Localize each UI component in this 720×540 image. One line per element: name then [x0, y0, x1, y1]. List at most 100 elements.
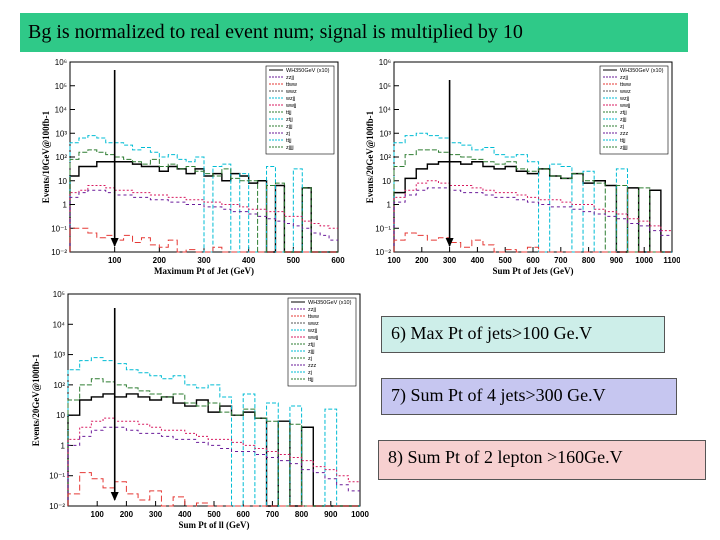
y-axis-label: Events/10GeV@100fb-1: [41, 110, 51, 203]
chart-max-pt-jet: 10⁻² 10⁻¹ 1 10 10² 10³ 10⁴ 10⁵ 10⁶ 100 200 300 400 50…: [40, 56, 345, 280]
x-tick-label: 100: [91, 510, 105, 519]
y-tick-label: 10⁶: [55, 58, 67, 67]
y-tick-label: 10⁵: [53, 290, 65, 299]
legend-entry: WH350GeV (x10): [620, 68, 664, 74]
y-tick-label: 10²: [55, 153, 67, 162]
legend-entry: wzjj: [307, 328, 317, 334]
y-tick-label: 10⁶: [379, 58, 391, 67]
legend-entry: zzz: [620, 131, 629, 137]
x-tick-label: 200: [415, 256, 429, 265]
cut-label-sum-pt-jets: 7) Sum Pt of 4 jets>300 Ge.V: [381, 378, 677, 415]
legend-entry: zzz: [308, 363, 317, 369]
banner-text: Bg is normalized to real event num; sign…: [28, 21, 523, 43]
y-tick-label: 10³: [53, 351, 65, 360]
cut-arrow-head: [445, 238, 454, 247]
legend-entry: zjjjj: [620, 145, 628, 151]
x-tick-label: 500: [499, 256, 513, 265]
cut-arrow-head: [110, 238, 119, 247]
chart-sum-pt-jets-svg: 10⁻² 10⁻¹ 1 10 10² 10³ 10⁴ 10⁵ 10⁶ 100 200 300 400 50…: [365, 58, 680, 276]
series-zjjj: [69, 135, 338, 253]
y-tick-label: 10⁵: [55, 82, 67, 91]
x-tick-label: 400: [471, 256, 485, 265]
legend-box: [265, 65, 335, 155]
legend-entry: wwz: [619, 89, 631, 95]
legend-entry: zjjj: [620, 117, 626, 123]
x-tick-label: 1000: [351, 510, 369, 519]
cut-label-max-pt-text: 6) Max Pt of jets>100 Ge.V: [391, 323, 593, 343]
y-tick-label: 10: [58, 177, 67, 186]
x-tick-label: 300: [149, 510, 163, 519]
x-tick-label: 200: [153, 256, 167, 265]
x-tick-label: 300: [443, 256, 457, 265]
y-tick-label: 10⁵: [379, 82, 391, 91]
y-axis-label: Events/20GeV@100fb-1: [365, 110, 375, 203]
legend-entry: wzjj: [285, 96, 295, 102]
legend-entry: ttww: [620, 82, 631, 88]
legend-entry: wwz: [285, 89, 297, 95]
cut-label-sum-pt-lepton-text: 8) Sum Pt of 2 lepton >160Ge.V: [388, 447, 623, 467]
x-axis-label: Maximum Pt of Jet (GeV): [154, 266, 254, 276]
title-banner: Bg is normalized to real event num; sign…: [20, 13, 688, 52]
legend-entry: ztjj: [308, 342, 315, 348]
series-wwjj: [67, 417, 360, 506]
x-tick-label: 700: [554, 256, 568, 265]
y-tick-label: 10²: [53, 381, 65, 390]
legend-entry: ztjj: [620, 110, 627, 116]
legend-entry: zzjj: [620, 75, 628, 81]
legend-entry: wwjj: [285, 103, 296, 109]
y-axis-label: Events/20GeV@100fb-1: [31, 353, 41, 446]
legend-entry: ttjj: [286, 110, 292, 116]
y-tick-label: 10⁴: [379, 106, 392, 115]
x-tick-label: 800: [582, 256, 596, 265]
x-tick-label: 500: [287, 256, 301, 265]
legend-entry: wwjj: [619, 103, 630, 109]
y-tick-label: 10⁻¹: [375, 224, 391, 233]
legend-entry: ttww: [286, 82, 297, 88]
series-wwjj: [69, 185, 338, 252]
legend-entry: wwjj: [307, 335, 318, 341]
legend-entry: WH350GeV (x10): [308, 300, 352, 306]
y-tick-label: 10³: [55, 129, 67, 138]
legend-entry: zj: [286, 131, 290, 137]
legend-entry: zj: [620, 124, 624, 130]
y-tick-label: 10: [382, 177, 391, 186]
cut-arrow-head: [110, 492, 119, 501]
chart-sum-pt-ll: 10⁻² 10⁻¹ 1 10 10² 10³ 10⁴ 10⁵ 100 200 300 400 500 60…: [30, 288, 370, 534]
cut-label-max-pt: 6) Max Pt of jets>100 Ge.V: [381, 316, 665, 353]
legend-entry: zj: [308, 356, 312, 362]
y-tick-label: 10²: [379, 153, 391, 162]
x-tick-label: 800: [295, 510, 309, 519]
y-tick-label: 10⁻²: [375, 248, 391, 257]
y-tick-label: 10⁴: [55, 106, 68, 115]
x-tick-label: 500: [207, 510, 221, 519]
x-tick-label: 400: [178, 510, 192, 519]
y-tick-label: 10⁻¹: [51, 224, 67, 233]
x-tick-label: 700: [266, 510, 280, 519]
legend-entry: wwz: [307, 321, 319, 327]
series-zzjj: [67, 426, 360, 506]
y-tick-label: 1: [61, 441, 66, 450]
series-zzjj: [393, 187, 672, 252]
y-tick-label: 10⁻²: [49, 502, 65, 511]
x-tick-label: 200: [120, 510, 134, 519]
y-tick-label: 10: [56, 411, 65, 420]
y-tick-label: 1: [387, 201, 392, 210]
legend-entry: zjjj: [308, 349, 314, 355]
y-tick-label: 1: [63, 201, 68, 210]
legend-entry: zzjj: [308, 307, 316, 313]
y-tick-label: 10³: [379, 129, 391, 138]
legend-box: [599, 65, 669, 155]
legend-entry: wzjj: [619, 96, 629, 102]
legend-entry: ttjj: [308, 377, 314, 383]
series-wwjj: [393, 180, 672, 252]
legend-entry: ttjj: [286, 138, 292, 144]
x-tick-label: 100: [387, 256, 401, 265]
y-tick-label: 10⁻¹: [49, 472, 65, 481]
x-tick-label: 600: [237, 510, 251, 519]
series-signal: [393, 161, 672, 253]
legend-entry: ttww: [308, 314, 319, 320]
x-tick-label: 1000: [635, 256, 653, 265]
series-ttww: [393, 232, 672, 253]
chart-sum-pt-jets: 10⁻² 10⁻¹ 1 10 10² 10³ 10⁴ 10⁵ 10⁶ 100 200 300 400 50…: [364, 56, 680, 280]
x-tick-label: 100: [108, 256, 122, 265]
